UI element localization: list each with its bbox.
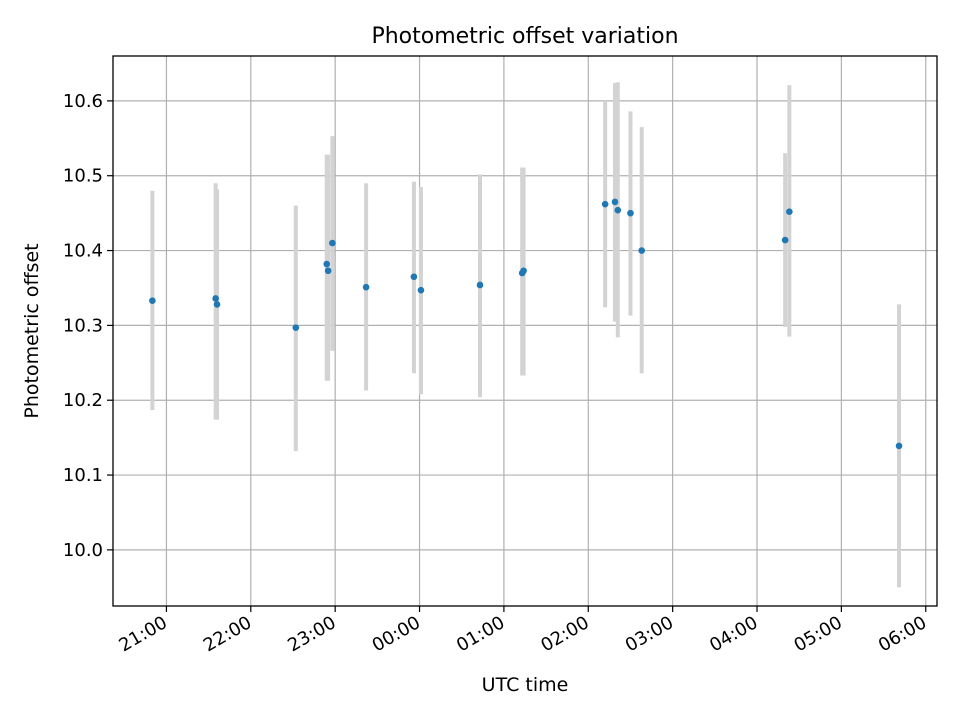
- data-point: [292, 324, 300, 331]
- data-point: [149, 297, 156, 304]
- y-axis: 10.0 10.1 10.2 10.3 10.4 10.5 10.6: [63, 91, 113, 561]
- x-axis-label: UTC time: [482, 674, 569, 696]
- data-point: [638, 247, 646, 254]
- data-point: [329, 239, 336, 247]
- y-tick-label: 10.6: [63, 91, 103, 112]
- data-point: [781, 236, 789, 244]
- data-point: [213, 301, 221, 308]
- data-point: [614, 206, 622, 214]
- data-point: [324, 267, 332, 275]
- data-point: [323, 260, 331, 268]
- y-tick-label: 10.2: [63, 390, 103, 411]
- data-point: [410, 273, 418, 281]
- data-points: [149, 198, 903, 450]
- data-point: [520, 267, 527, 275]
- data-point: [417, 286, 425, 294]
- y-tick-label: 10.1: [63, 465, 103, 486]
- y-tick-label: 10.3: [63, 315, 103, 336]
- y-tick-label: 10.0: [63, 540, 103, 561]
- y-tick-label: 10.5: [63, 166, 103, 187]
- y-tick-label: 10.4: [63, 241, 103, 262]
- y-axis-label: Photometric offset: [21, 243, 43, 418]
- data-point: [627, 209, 634, 217]
- data-point: [212, 295, 219, 302]
- data-point: [611, 198, 619, 206]
- data-point: [476, 281, 484, 289]
- data-point: [895, 442, 903, 450]
- data-point: [601, 200, 609, 208]
- data-point: [786, 208, 793, 215]
- data-point: [362, 283, 370, 291]
- chart-title: Photometric offset variation: [371, 24, 678, 49]
- plot-frame: [112, 55, 938, 607]
